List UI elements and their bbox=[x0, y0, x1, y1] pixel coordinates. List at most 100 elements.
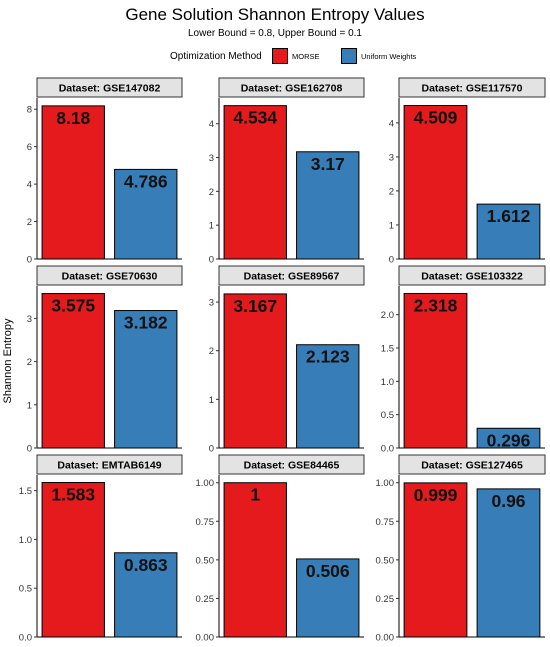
y-tick-label: 3 bbox=[27, 314, 32, 325]
y-tick-label: 0.0 bbox=[19, 633, 32, 644]
bar-morse bbox=[223, 105, 287, 260]
facet-strip-label: Dataset: GSE127465 bbox=[421, 460, 523, 472]
bar-value-label: 0.863 bbox=[124, 555, 168, 575]
y-tick-label: 1.0 bbox=[381, 377, 394, 388]
y-tick-label: 0.50 bbox=[196, 555, 215, 566]
y-tick-label: 6 bbox=[27, 142, 32, 153]
y-tick-label: 0 bbox=[209, 255, 214, 266]
bar-value-label: 2.318 bbox=[414, 295, 458, 315]
facet-strip bbox=[36, 265, 183, 286]
facet-strip-label: Dataset: GSE89567 bbox=[244, 271, 340, 283]
bar-value-label: 0.296 bbox=[487, 430, 531, 450]
facet-strip-label: Dataset: GSE147082 bbox=[59, 83, 161, 95]
facet-strip-label: Dataset: GSE162708 bbox=[241, 83, 343, 95]
y-tick-label: 0.00 bbox=[196, 633, 215, 644]
facet-strip bbox=[36, 77, 183, 98]
bar-value-label: 1.583 bbox=[51, 485, 95, 505]
y-tick-label: 4 bbox=[209, 119, 214, 130]
y-tick-label: 2 bbox=[209, 346, 214, 357]
bar-uniform-weights bbox=[114, 168, 178, 260]
bar-morse bbox=[223, 293, 287, 449]
bar-morse bbox=[403, 482, 468, 638]
y-tick-label: 3 bbox=[209, 298, 214, 309]
y-tick-label: 1.5 bbox=[381, 344, 394, 355]
facet-strip bbox=[218, 454, 365, 475]
bar-morse bbox=[403, 292, 468, 449]
y-tick-label: 0 bbox=[389, 255, 394, 266]
bar-morse bbox=[41, 482, 105, 638]
y-tick-label: 1.00 bbox=[196, 478, 215, 489]
y-tick-label: 0.0 bbox=[381, 444, 394, 455]
bar-value-label: 4.786 bbox=[124, 171, 168, 191]
y-tick-label: 1.5 bbox=[19, 486, 32, 497]
y-tick-label: 1 bbox=[27, 400, 32, 411]
y-tick-label: 4 bbox=[389, 118, 394, 129]
bar-value-label: 3.167 bbox=[233, 296, 277, 316]
legend-label-uniform: Uniform Weights bbox=[361, 52, 417, 61]
facet-strip-label: Dataset: GSE117570 bbox=[422, 83, 523, 95]
y-tick-label: 0.5 bbox=[19, 584, 32, 595]
bar-value-label: 2.123 bbox=[306, 347, 350, 367]
bar-value-label: 4.534 bbox=[233, 108, 277, 128]
y-tick-label: 0 bbox=[27, 255, 32, 266]
y-tick-label: 0.5 bbox=[381, 410, 394, 421]
facet-strip bbox=[36, 454, 183, 475]
y-tick-label: 2 bbox=[27, 357, 32, 368]
y-tick-label: 1.00 bbox=[376, 478, 395, 489]
facet-strip bbox=[218, 77, 365, 98]
y-tick-label: 0.25 bbox=[376, 594, 395, 605]
bar-value-label: 0.96 bbox=[491, 491, 525, 511]
bar-value-label: 4.509 bbox=[414, 108, 458, 128]
y-tick-label: 0.25 bbox=[196, 594, 215, 605]
y-tick-label: 1 bbox=[209, 395, 214, 406]
legend: Optimization Method MORSE Uniform Weight… bbox=[0, 47, 550, 67]
bar-morse bbox=[223, 482, 287, 638]
facet-strip-label: Dataset: GSE70630 bbox=[62, 271, 158, 283]
chart-subtitle: Lower Bound = 0.8, Upper Bound = 0.1 bbox=[187, 28, 362, 39]
facet-strip bbox=[218, 265, 365, 286]
bar-value-label: 3.17 bbox=[311, 154, 345, 174]
facet-strip-label: Dataset: GSE84465 bbox=[244, 460, 340, 472]
y-tick-label: 2 bbox=[209, 187, 214, 198]
y-tick-label: 1 bbox=[389, 220, 394, 231]
y-tick-label: 4 bbox=[27, 180, 32, 191]
facet-strip-label: Dataset: GSE103322 bbox=[421, 271, 523, 283]
legend-label-morse: MORSE bbox=[292, 52, 320, 61]
bar-value-label: 3.182 bbox=[124, 313, 168, 333]
chart-title: Gene Solution Shannon Entropy Values bbox=[125, 5, 425, 24]
legend-key-uniform bbox=[341, 48, 357, 64]
bar-morse bbox=[403, 105, 468, 260]
bar-uniform-weights bbox=[476, 488, 541, 638]
y-tick-label: 1.0 bbox=[19, 535, 32, 546]
facet-strip-label: Dataset: EMTAB6149 bbox=[57, 460, 161, 472]
y-tick-label: 3 bbox=[209, 153, 214, 164]
facet-strip bbox=[398, 77, 546, 98]
y-tick-label: 0 bbox=[209, 444, 214, 455]
y-tick-label: 2 bbox=[389, 186, 394, 197]
bar-uniform-weights bbox=[114, 552, 178, 638]
bar-value-label: 0.999 bbox=[414, 485, 458, 505]
bar-uniform-weights bbox=[476, 203, 541, 260]
y-tick-label: 1 bbox=[209, 221, 214, 232]
y-tick-label: 0.00 bbox=[376, 633, 395, 644]
bar-uniform-weights bbox=[296, 151, 360, 260]
facet-strip bbox=[398, 454, 546, 475]
legend-key-morse bbox=[272, 48, 288, 64]
bar-morse bbox=[41, 105, 105, 260]
y-tick-label: 0.50 bbox=[376, 555, 395, 566]
bar-morse bbox=[41, 293, 105, 449]
bar-value-label: 1.612 bbox=[487, 206, 531, 226]
bar-value-label: 8.18 bbox=[56, 108, 90, 128]
bar-uniform-weights bbox=[476, 427, 541, 449]
bar-value-label: 0.506 bbox=[306, 561, 350, 581]
y-tick-label: 2 bbox=[27, 217, 32, 228]
bar-uniform-weights bbox=[296, 558, 360, 638]
bar-uniform-weights bbox=[114, 310, 178, 449]
legend-title: Optimization Method bbox=[170, 51, 262, 62]
y-tick-label: 0 bbox=[27, 444, 32, 455]
y-tick-label: 3 bbox=[389, 152, 394, 163]
bar-value-label: 3.575 bbox=[51, 296, 95, 316]
y-tick-label: 0.75 bbox=[376, 517, 395, 528]
bar-value-label: 1 bbox=[250, 485, 260, 505]
